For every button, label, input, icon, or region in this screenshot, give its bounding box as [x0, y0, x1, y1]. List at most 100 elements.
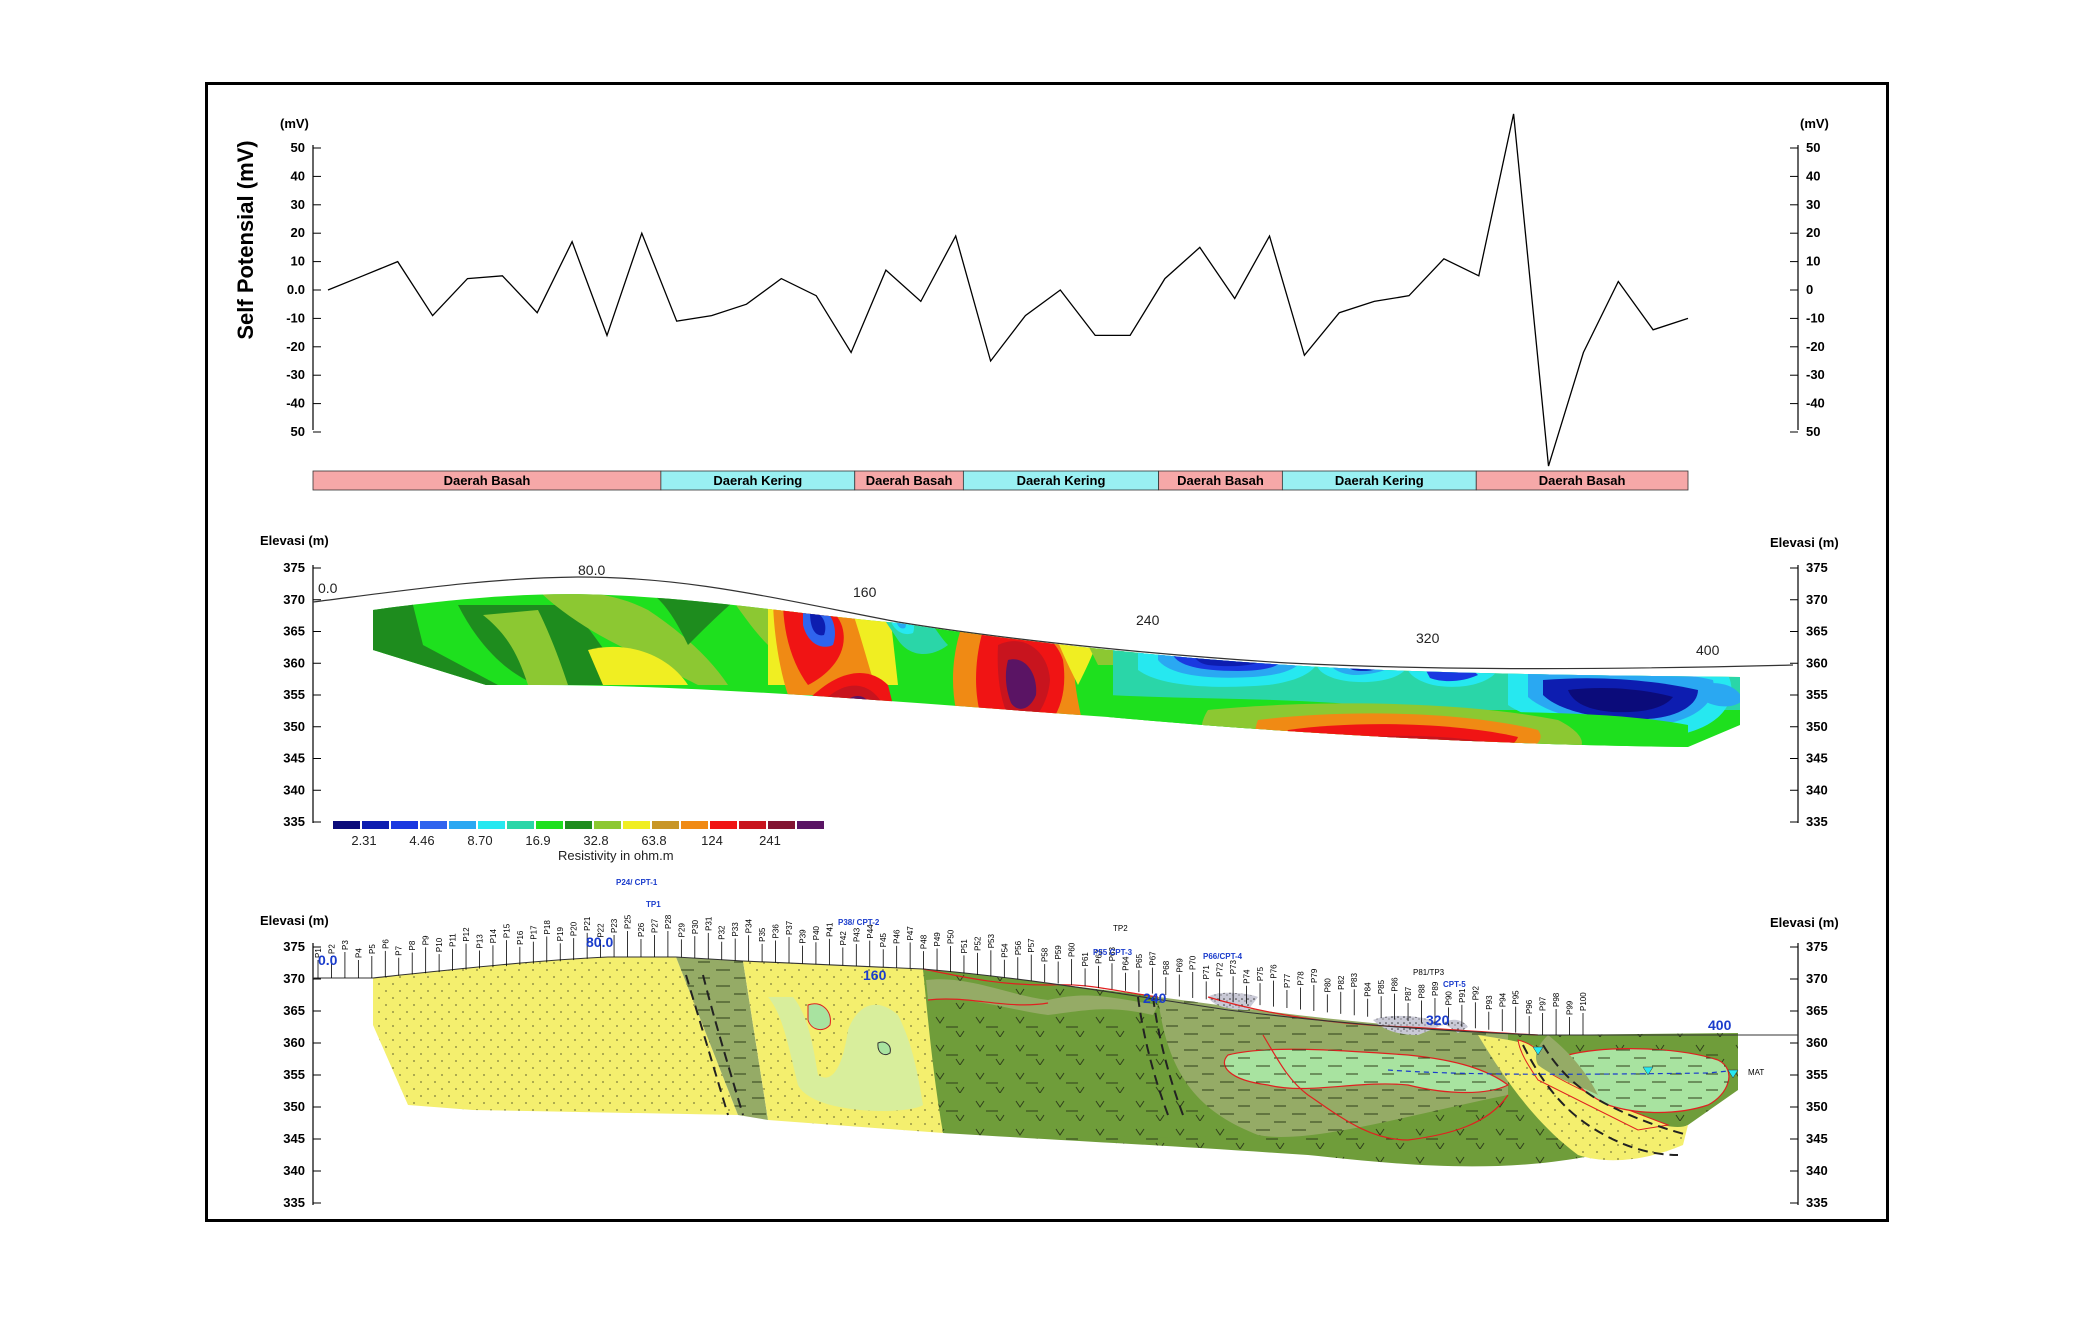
survey-point-label: P59 [1054, 945, 1063, 960]
legend-value-label: 241 [759, 833, 781, 848]
legend-value-label: 32.8 [583, 833, 608, 848]
survey-point-label: P10 [435, 937, 444, 952]
legend-value-label: 4.46 [409, 833, 434, 848]
geo-tick-label: 360 [283, 1035, 305, 1050]
survey-point-label: P83 [1350, 972, 1359, 987]
sp-zone-label: Daerah Basah [444, 473, 531, 488]
survey-point-label: P94 [1498, 992, 1507, 1007]
geo-tick-label: 345 [283, 1131, 305, 1146]
survey-point-label: P41 [825, 922, 834, 937]
res-left-ticks: 375 370 365 360 355 350 345 340 335 [283, 560, 321, 829]
survey-point-label: P53 [987, 933, 996, 948]
res-distance-labels: 0.0 80.0 160 240 320 400 [318, 562, 1720, 658]
survey-point-label: P54 [1000, 943, 1009, 958]
sp-tick-label: -30 [1806, 367, 1825, 382]
geo-annotation-p55: P55 CPT-3 [1093, 948, 1133, 957]
sp-zone-label: Daerah Basah [866, 473, 953, 488]
geo-ylabel-right: Elevasi (m) [1770, 915, 1839, 930]
sp-tick-label: -20 [286, 339, 305, 354]
legend-swatch [594, 821, 621, 829]
survey-point-label: P73 [1229, 959, 1238, 974]
survey-point-label: P16 [516, 930, 525, 945]
geo-distance-labels: 0.0 80.0 160 240 320 400 [318, 934, 1732, 1033]
sp-tick-label: -40 [1806, 396, 1825, 411]
geo-annotations: P24/ CPT-1 TP1 P38/ CPT-2 P55 CPT-3 TP2 … [616, 878, 1466, 989]
survey-point-label: P86 [1391, 977, 1400, 992]
survey-point-label: P70 [1189, 955, 1198, 970]
legend-swatch [710, 821, 737, 829]
survey-point-label: P6 [381, 939, 390, 949]
survey-point-label: P65 [1135, 953, 1144, 968]
legend-swatch [449, 821, 476, 829]
geo-ground-surface [313, 956, 1798, 1036]
geo-annotation-cpt5: CPT-5 [1443, 980, 1466, 989]
survey-point-label: P67 [1148, 951, 1157, 966]
survey-point-label: P98 [1552, 992, 1561, 1007]
survey-point-label: P19 [556, 926, 565, 941]
geo-annotation-p81: P81/TP3 [1413, 968, 1445, 977]
legend-value-label: 63.8 [641, 833, 666, 848]
survey-point-label: P74 [1243, 969, 1252, 984]
res-tick-label: 350 [1806, 719, 1828, 734]
sp-series-line [327, 113, 1689, 467]
res-tick-label: 370 [283, 592, 305, 607]
res-tick-label: 375 [283, 560, 305, 575]
geo-distance-label: 0.0 [318, 952, 338, 968]
survey-point-label: P30 [691, 919, 700, 934]
res-distance-label: 0.0 [318, 580, 338, 596]
geo-distance-label: 160 [863, 967, 887, 983]
geo-tick-label: 370 [283, 971, 305, 986]
survey-point-label: P92 [1471, 985, 1480, 1000]
survey-point-label: P9 [422, 935, 431, 945]
sp-tick-label: 40 [1806, 168, 1820, 183]
survey-point-label: P11 [449, 933, 458, 947]
geo-annotation-tp2: TP2 [1113, 924, 1128, 933]
sp-tick-label: 50 [1806, 424, 1820, 439]
survey-point-label: P57 [1027, 938, 1036, 953]
sp-zone-segment [1475, 470, 1689, 491]
legend-swatch [739, 821, 766, 829]
legend-value-label: 8.70 [467, 833, 492, 848]
res-tick-label: 355 [283, 687, 305, 702]
self-potential-chart: (mV) (mV) Self Potensial (mV) 50 40 30 20 10… [233, 113, 1829, 491]
figure-frame: (mV) (mV) Self Potensial (mV) 50 40 30 20 10… [205, 82, 1889, 1222]
legend-swatch [652, 821, 679, 829]
survey-point-label: P93 [1485, 995, 1494, 1010]
legend-value-label: 16.9 [525, 833, 550, 848]
survey-point-label: P45 [879, 932, 888, 947]
survey-point-label: P80 [1323, 978, 1332, 993]
res-tick-label: 360 [1806, 655, 1828, 670]
sp-unit-right: (mV) [1800, 116, 1829, 131]
geo-tick-label: 350 [283, 1099, 305, 1114]
sp-zone-label: Daerah Kering [1335, 473, 1424, 488]
res-tick-label: 365 [283, 624, 305, 639]
sp-tick-label: 50 [291, 140, 305, 155]
geo-distance-label: 400 [1708, 1017, 1732, 1033]
geology-section: Elevasi (m) Elevasi (m) 3753703653603553… [260, 878, 1839, 1210]
sp-zone-label: Daerah Basah [1539, 473, 1626, 488]
survey-point-label: P7 [395, 945, 404, 955]
survey-point-label: P32 [718, 925, 727, 940]
survey-point-label: P77 [1283, 973, 1292, 988]
survey-point-label: P13 [475, 934, 484, 949]
res-legend-title: Resistivity in ohm.m [558, 848, 674, 863]
legend-swatch [565, 821, 592, 829]
survey-point-label: P97 [1539, 996, 1548, 1011]
geo-annotation-tp1: TP1 [646, 900, 661, 909]
legend-swatch [797, 821, 824, 829]
survey-point-label: P12 [462, 927, 471, 942]
sp-tick-label: -10 [1806, 310, 1825, 325]
res-tick-label: 370 [1806, 592, 1828, 607]
geo-distance-label: 80.0 [586, 934, 613, 950]
resistivity-section: Elevasi (m) Elevasi (m) 3753703653603553… [260, 533, 1839, 863]
survey-point-label: P14 [489, 928, 498, 943]
sp-tick-label: 40 [291, 168, 305, 183]
res-tick-label: 335 [1806, 814, 1828, 829]
legend-swatch [536, 821, 563, 829]
survey-point-label: P40 [812, 925, 821, 940]
survey-point-label: P78 [1296, 971, 1305, 986]
survey-point-label: P17 [529, 925, 538, 940]
survey-point-label: P20 [570, 921, 579, 936]
geo-mat-label: MAT [1748, 1068, 1764, 1077]
legend-swatch [507, 821, 534, 829]
